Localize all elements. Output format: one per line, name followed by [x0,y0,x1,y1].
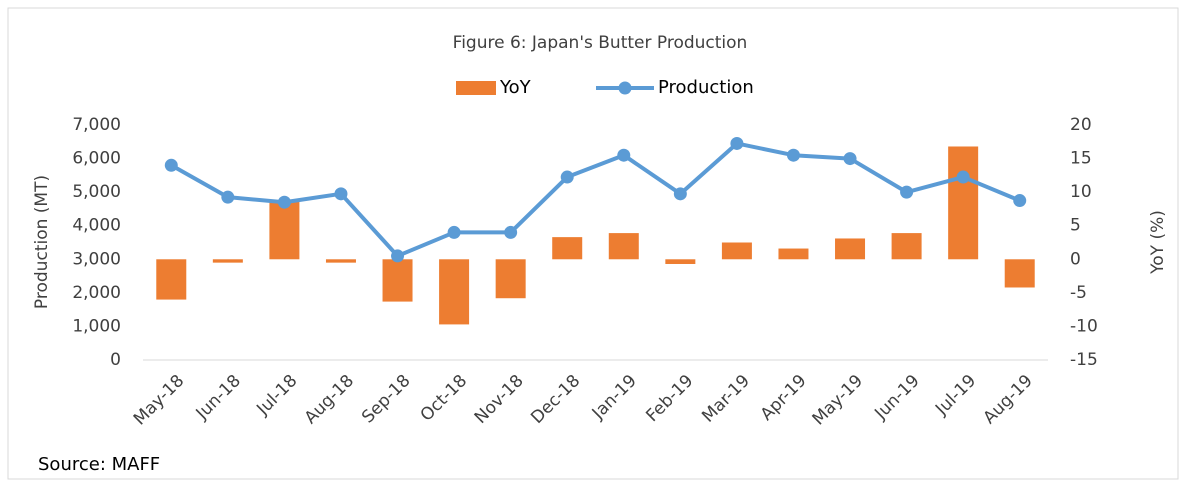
chart-title: Figure 6: Japan's Butter Production [453,33,748,53]
chart-frame [7,7,1179,480]
marker [560,170,574,184]
source: Source: MAFF [38,454,160,475]
y2-tick-label: 20 [1070,115,1092,135]
line [170,141,1021,258]
marker [956,170,970,184]
bar [721,242,752,260]
legend-label: Production [658,77,754,98]
y-tick-label: 1,000 [72,316,121,336]
y-axis-label: Production (MT) [32,175,52,309]
marker [164,158,178,172]
marker [277,195,291,209]
bar [382,259,413,302]
bar [212,259,243,263]
y-tick-label: 7,000 [72,115,121,135]
bar [835,238,866,260]
y2-tick-label: 0 [1070,249,1081,269]
bar [439,259,470,325]
y-tick-label: 5,000 [72,182,121,202]
bar [608,233,639,260]
legend-swatch [456,81,496,95]
y2-tick-label: 5 [1070,216,1081,236]
marker [221,190,235,204]
y2-tick-label: -10 [1070,316,1098,336]
bar [891,233,922,260]
y2-tick-label: -5 [1070,283,1087,303]
y2-tick-label: -15 [1070,350,1098,370]
bar [948,146,979,260]
y2-axis-label: YoY (%) [1148,210,1168,275]
marker [447,225,461,239]
y-tick-label: 2,000 [72,283,121,303]
y-tick-label: 6,000 [72,149,121,169]
marker [730,136,744,150]
y2-tick-label: 10 [1070,182,1092,202]
marker [334,187,348,201]
bar [156,259,187,300]
marker [843,152,857,166]
bar [495,259,526,299]
legend-label: YoY [499,77,532,98]
bar [665,259,696,264]
bar [325,259,356,263]
bar [552,237,583,260]
y-tick-label: 0 [110,350,121,370]
legend-marker [618,81,632,95]
marker [1013,194,1027,208]
y-tick-label: 4,000 [72,216,121,236]
marker [673,187,687,201]
marker [617,148,631,162]
bar [269,201,300,260]
bar [778,248,809,260]
bar [1004,259,1035,288]
y2-tick-label: 15 [1070,149,1092,169]
y-tick-label: 3,000 [72,249,121,269]
marker [504,225,518,239]
marker [900,185,914,199]
marker [391,249,405,263]
marker [786,148,800,162]
